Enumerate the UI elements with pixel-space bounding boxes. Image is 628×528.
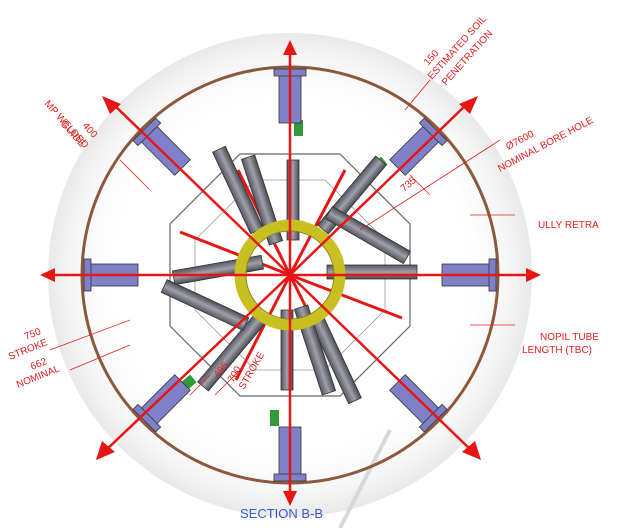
- cylinders: [160, 145, 418, 405]
- frame-octagon: [169, 153, 411, 397]
- direction-arrows: [40, 40, 541, 506]
- pile-tube-label-2: LENGTH (TBC): [522, 345, 592, 356]
- retract-label: ULLY RETRA: [538, 220, 599, 231]
- section-caption: SECTION B-B: [240, 506, 323, 521]
- stand-shadow: [338, 429, 392, 528]
- pile-tube-label-1: NOPIL TUBE: [540, 332, 599, 343]
- dimension-lines: [49, 79, 515, 396]
